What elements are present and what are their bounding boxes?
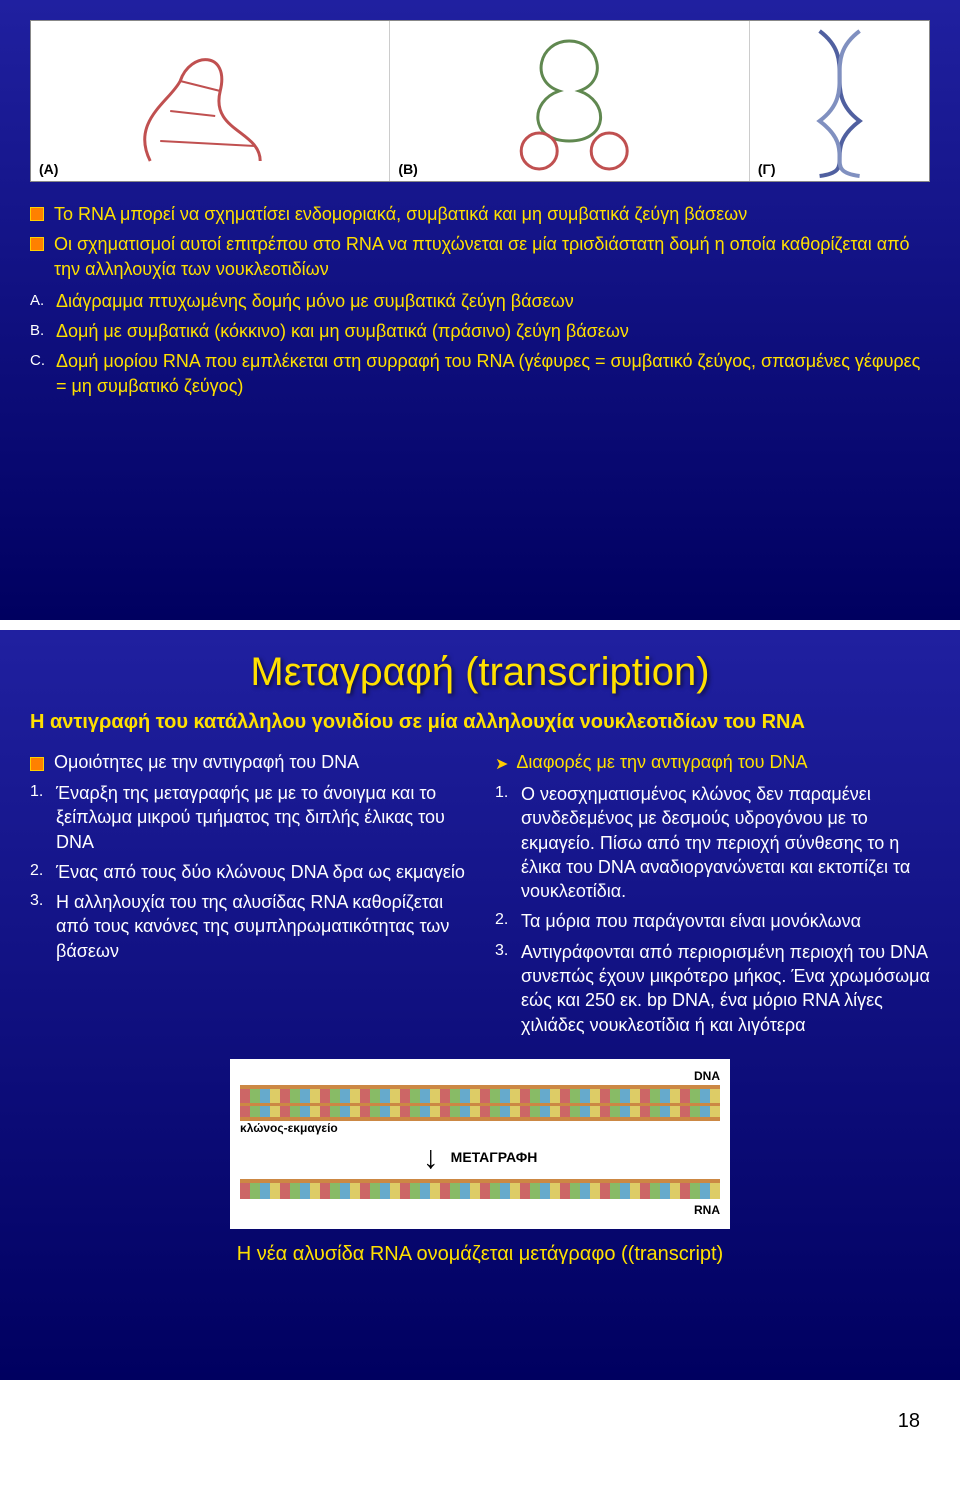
panel-label-c: (Γ) xyxy=(758,161,776,177)
letter-item: C. Δομή μορίου RNA που εμπλέκεται στη συ… xyxy=(30,349,930,398)
square-bullet-icon xyxy=(30,237,44,251)
list-item: 1. Ο νεοσχηματισμένος κλώνος δεν παραμέν… xyxy=(495,782,930,903)
letter-marker: A. xyxy=(30,291,56,311)
rna-doodle-a-icon xyxy=(31,21,389,181)
template-strand-label: κλώνος-εκμαγείο xyxy=(240,1121,338,1135)
slide-subtitle: Η αντιγραφή του κατάλληλου γονιδίου σε μ… xyxy=(30,711,930,734)
left-header: Ομοιότητες με την αντιγραφή του DNA xyxy=(30,752,465,773)
list-item: 1. Έναρξη της μεταγραφής με με το άνοιγμ… xyxy=(30,781,465,854)
figure-strip: (A) (B) (Γ) xyxy=(30,20,930,182)
dna-double-strand-icon xyxy=(240,1085,720,1121)
bullet-text: Οι σχηματισμοί αυτοί επιτρέπου στο RNA ν… xyxy=(54,232,930,281)
two-column-layout: Ομοιότητες με την αντιγραφή του DNA 1. Έ… xyxy=(30,752,930,1043)
figure-panel-a: (A) xyxy=(31,21,390,181)
figure-panel-b: (B) xyxy=(390,21,749,181)
slide-caption: Η νέα αλυσίδα RNA ονομάζεται μετάγραφο (… xyxy=(30,1243,930,1266)
left-column: Ομοιότητες με την αντιγραφή του DNA 1. Έ… xyxy=(30,752,465,1043)
letter-item: A. Διάγραμμα πτυχωμένης δομής μόνο με συ… xyxy=(30,289,930,313)
item-number: 3. xyxy=(30,890,56,912)
list-item: 2. Τα μόρια που παράγονται είναι μονόκλω… xyxy=(495,909,930,933)
rna-single-strand-icon xyxy=(240,1179,720,1199)
item-number: 2. xyxy=(495,909,521,931)
diagram-arrow-row: ↓ ΜΕΤΑΓΡΑΦΗ xyxy=(240,1141,720,1173)
right-header-text: Διαφορές με την αντιγραφή του DNA xyxy=(516,752,807,773)
slide-rna-structure: (A) (B) (Γ) Το RNA μπορεί να σχηματίσει … xyxy=(0,0,960,620)
transcription-diagram: DNA κλώνος-εκμαγείο ↓ ΜΕΤΑΓΡΑΦΗ RNA xyxy=(230,1059,730,1229)
right-header: ➤ Διαφορές με την αντιγραφή του DNA xyxy=(495,752,930,774)
item-text: Έναρξη της μεταγραφής με με το άνοιγμα κ… xyxy=(56,781,465,854)
rna-helix-icon xyxy=(750,21,929,181)
page-number: 18 xyxy=(0,1390,960,1453)
item-number: 1. xyxy=(30,781,56,803)
item-text: Αντιγράφονται από περιορισμένη περιοχή τ… xyxy=(521,940,930,1037)
panel-label-b: (B) xyxy=(398,161,417,177)
letter-list: A. Διάγραμμα πτυχωμένης δομής μόνο με συ… xyxy=(30,289,930,398)
left-header-text: Ομοιότητες με την αντιγραφή του DNA xyxy=(54,752,359,773)
panel-label-a: (A) xyxy=(39,161,58,177)
item-text: Ένας από τους δύο κλώνους DNA δρα ως εκμ… xyxy=(56,860,465,884)
square-bullet-icon xyxy=(30,757,44,771)
letter-text: Δομή μορίου RNA που εμπλέκεται στη συρρα… xyxy=(56,349,930,398)
list-item: 3. Η αλληλουχία του της αλυσίδας RNA καθ… xyxy=(30,890,465,963)
item-number: 3. xyxy=(495,940,521,962)
square-bullet-icon xyxy=(30,207,44,221)
dna-label: DNA xyxy=(694,1069,720,1083)
letter-text: Δομή με συμβατικά (κόκκινο) και μη συμβα… xyxy=(56,319,629,343)
item-number: 2. xyxy=(30,860,56,882)
item-text: Η αλληλουχία του της αλυσίδας RNA καθορί… xyxy=(56,890,465,963)
bullet-text: Το RNA μπορεί να σχηματίσει ενδομοριακά,… xyxy=(54,202,747,226)
bullet-item: Οι σχηματισμοί αυτοί επιτρέπου στο RNA ν… xyxy=(30,232,930,281)
item-text: Τα μόρια που παράγονται είναι μονόκλωνα xyxy=(521,909,861,933)
right-column: ➤ Διαφορές με την αντιγραφή του DNA 1. Ο… xyxy=(495,752,930,1043)
letter-marker: C. xyxy=(30,351,56,371)
down-arrow-icon: ↓ xyxy=(423,1141,439,1173)
rna-doodle-b-icon xyxy=(390,21,748,181)
process-label: ΜΕΤΑΓΡΑΦΗ xyxy=(451,1149,538,1165)
arrow-bullet-icon: ➤ xyxy=(495,754,508,774)
rna-label: RNA xyxy=(694,1203,720,1217)
letter-text: Διάγραμμα πτυχωμένης δομής μόνο με συμβα… xyxy=(56,289,574,313)
slide-title: Μεταγραφή (transcription) xyxy=(30,650,930,695)
slide-transcription: Μεταγραφή (transcription) Η αντιγραφή το… xyxy=(0,630,960,1380)
letter-marker: B. xyxy=(30,321,56,341)
right-list: 1. Ο νεοσχηματισμένος κλώνος δεν παραμέν… xyxy=(495,782,930,1037)
bullet-item: Το RNA μπορεί να σχηματίσει ενδομοριακά,… xyxy=(30,202,930,226)
figure-panel-c: (Γ) xyxy=(750,21,929,181)
list-item: 2. Ένας από τους δύο κλώνους DNA δρα ως … xyxy=(30,860,465,884)
list-item: 3. Αντιγράφονται από περιορισμένη περιοχ… xyxy=(495,940,930,1037)
item-text: Ο νεοσχηματισμένος κλώνος δεν παραμένει … xyxy=(521,782,930,903)
left-list: 1. Έναρξη της μεταγραφής με με το άνοιγμ… xyxy=(30,781,465,963)
letter-item: B. Δομή με συμβατικά (κόκκινο) και μη συ… xyxy=(30,319,930,343)
item-number: 1. xyxy=(495,782,521,804)
bullet-list-main: Το RNA μπορεί να σχηματίσει ενδομοριακά,… xyxy=(30,202,930,281)
